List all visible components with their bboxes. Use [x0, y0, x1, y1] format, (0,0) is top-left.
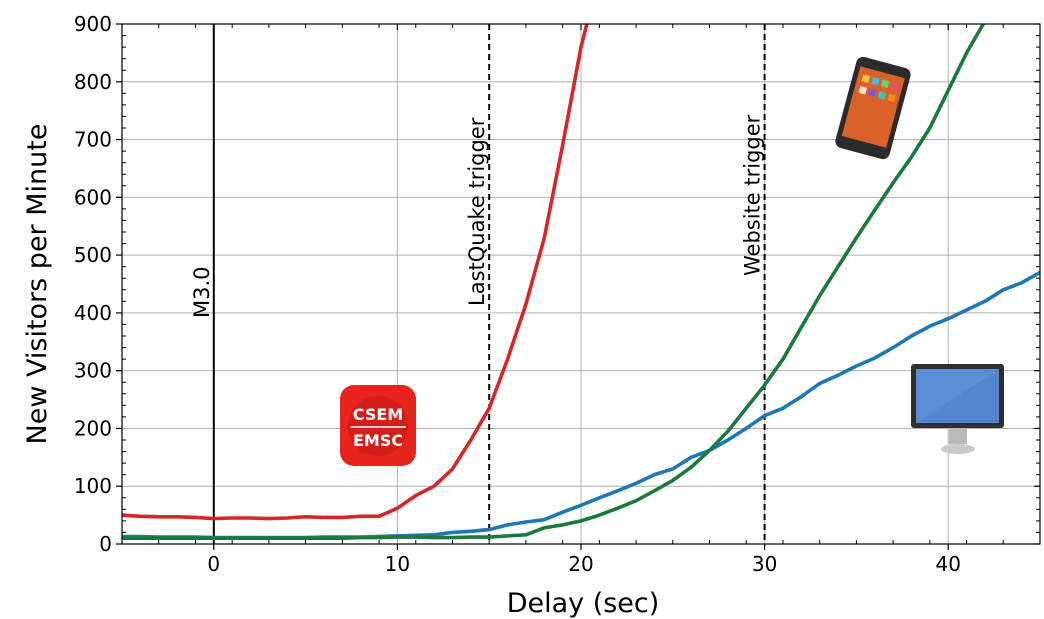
y-tick-label: 800: [74, 70, 112, 94]
x-tick-label: 0: [207, 552, 220, 576]
monitor-base: [941, 444, 975, 454]
y-tick-label: 700: [74, 128, 112, 152]
monitor-neck: [949, 428, 967, 444]
logo-globe: [348, 396, 408, 456]
vline-label-0: M3.0: [190, 266, 214, 318]
series-line-2: [122, 24, 986, 541]
logo-text-line2: EMSC: [353, 431, 403, 450]
csem-emsc-logo-icon: CSEM EMSC: [340, 385, 416, 466]
phone-screen: [841, 66, 905, 148]
y-tick-label: 900: [74, 12, 112, 36]
vertical-markers: M3.0 LastQuake trigger Website trigger: [190, 24, 766, 544]
vline-label-2: Website trigger: [741, 114, 765, 276]
desktop-monitor-icon: [911, 364, 1004, 454]
y-tick-label: 600: [74, 185, 112, 209]
y-axis-title: New Visitors per Minute: [22, 124, 53, 445]
app-tile: [877, 91, 887, 100]
x-axis-title: Delay (sec): [507, 588, 660, 619]
x-tick-label: 30: [752, 552, 777, 576]
x-tick-label: 40: [935, 552, 960, 576]
series-line-0: [122, 24, 589, 521]
monitor-glare: [916, 369, 999, 423]
y-tick-label: 200: [74, 416, 112, 440]
app-tile: [858, 85, 868, 95]
smartphone-icon: [835, 56, 911, 160]
app-tile: [861, 74, 871, 83]
y-tick-label: 0: [99, 532, 112, 556]
vline-label-1: LastQuake trigger: [465, 117, 489, 306]
app-tile: [887, 93, 897, 103]
app-tile: [890, 82, 900, 91]
y-tick-label: 500: [74, 243, 112, 267]
app-tile: [871, 76, 880, 86]
logo-text-line1: CSEM: [353, 405, 403, 424]
x-tick-label: 20: [568, 552, 593, 576]
series-lines: [122, 24, 1040, 541]
app-tile: [868, 88, 877, 98]
app-tile: [880, 79, 890, 89]
y-tick-label: 300: [74, 359, 112, 383]
y-tick-label: 400: [74, 301, 112, 325]
y-tick-label: 100: [74, 474, 112, 498]
x-tick-label: 10: [385, 552, 410, 576]
